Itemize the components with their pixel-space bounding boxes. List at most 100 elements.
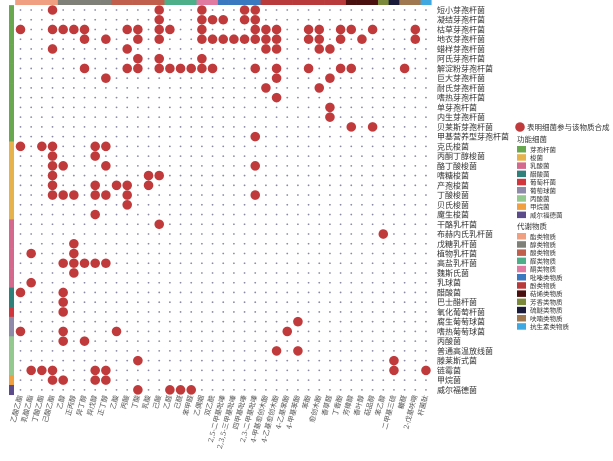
presence-marker <box>250 24 261 35</box>
grid-dot <box>393 135 395 138</box>
grid-dot <box>243 242 246 245</box>
grid-dot <box>275 135 278 138</box>
grid-dot <box>190 48 193 50</box>
presence-marker <box>186 385 197 395</box>
grid-dot <box>297 311 299 313</box>
grid-dot <box>425 301 427 304</box>
grid-dot <box>62 174 65 177</box>
grid-dot <box>168 281 171 284</box>
grid-dot <box>179 106 182 109</box>
presence-marker <box>271 73 282 83</box>
grid-dot <box>30 155 33 158</box>
grid-dot <box>425 96 427 99</box>
grid-dot <box>265 242 267 245</box>
grid-dot <box>94 272 97 274</box>
grid-dot <box>318 340 321 343</box>
grid-dot <box>168 174 171 177</box>
grid-dot <box>286 125 289 128</box>
grid-dot <box>200 125 203 128</box>
grid-dot <box>83 145 86 148</box>
grid-dot <box>403 135 406 138</box>
grid-dot <box>211 359 214 362</box>
presence-marker <box>325 112 335 122</box>
presence-marker <box>197 63 207 74</box>
grid-dot <box>286 28 289 31</box>
grid-dot <box>350 291 353 294</box>
grid-dot <box>329 57 331 60</box>
presence-marker <box>79 336 90 346</box>
column-label: 己酸 <box>151 394 163 410</box>
legend-label: 葡萄杆菌 <box>530 178 557 187</box>
grid-dot <box>307 233 310 235</box>
grid-dot <box>307 164 310 167</box>
grid-dot <box>307 9 310 11</box>
grid-dot <box>126 350 129 352</box>
presence-marker <box>175 385 186 395</box>
grid-dot <box>94 48 97 50</box>
grid-dot <box>190 145 193 148</box>
grid-dot <box>115 135 118 138</box>
presence-marker <box>250 131 261 142</box>
grid-dot <box>115 57 118 60</box>
grid-dot <box>361 379 363 382</box>
grid-dot <box>371 291 374 294</box>
grid-dot <box>403 77 406 80</box>
presence-marker <box>90 151 100 161</box>
grid-dot <box>243 281 246 284</box>
grid-dot <box>350 369 353 372</box>
grid-dot <box>307 106 310 109</box>
grid-dot <box>425 262 427 265</box>
metabolite-class-segment <box>164 0 176 5</box>
grid-dot <box>40 155 43 158</box>
grid-dot <box>115 87 118 89</box>
grid-dot <box>265 135 267 138</box>
grid-dot <box>350 155 353 158</box>
grid-dot <box>51 242 54 245</box>
grid-dot <box>318 388 321 391</box>
metabolite-class-bar <box>15 0 432 5</box>
grid-dot <box>393 125 395 128</box>
grid-dot <box>72 57 75 60</box>
grid-dot <box>318 262 321 265</box>
grid-dot <box>147 18 150 21</box>
grid-dot <box>339 281 342 284</box>
grid-dot <box>83 291 86 294</box>
grid-dot <box>147 320 150 323</box>
grid-dot <box>382 291 385 294</box>
grid-dot <box>350 223 353 226</box>
presence-marker <box>58 161 68 171</box>
grid-dot <box>200 281 203 284</box>
grid-dot <box>233 340 235 343</box>
grid-dot <box>94 388 97 391</box>
grid-dot <box>222 9 225 11</box>
row-label: 产孢梭菌 <box>437 180 469 190</box>
grid-dot <box>211 96 214 99</box>
grid-dot <box>371 223 374 226</box>
grid-dot <box>254 223 257 226</box>
grid-dot <box>147 106 150 109</box>
grid-dot <box>318 369 321 372</box>
grid-dot <box>83 242 86 245</box>
grid-dot <box>393 223 395 226</box>
grid-dot <box>136 252 139 255</box>
grid-dot <box>297 369 299 372</box>
grid-dot <box>297 96 299 99</box>
grid-dot <box>361 281 363 284</box>
grid-dot <box>19 272 22 274</box>
presence-marker <box>69 258 79 269</box>
grid-dot <box>382 203 385 206</box>
presence-marker <box>58 326 68 337</box>
grid-dot <box>19 262 22 265</box>
grid-dot <box>158 320 161 323</box>
legend-swatch <box>517 203 526 210</box>
grid-dot <box>393 174 395 177</box>
grid-dot <box>83 135 86 138</box>
presence-marker <box>37 365 47 376</box>
grid-dot <box>297 379 299 382</box>
grid-dot <box>243 262 246 265</box>
grid-dot <box>40 106 43 109</box>
grid-dot <box>414 233 417 235</box>
row-label: 丙酸菌 <box>437 336 461 346</box>
grid-dot <box>200 213 203 216</box>
grid-dot <box>425 252 427 255</box>
